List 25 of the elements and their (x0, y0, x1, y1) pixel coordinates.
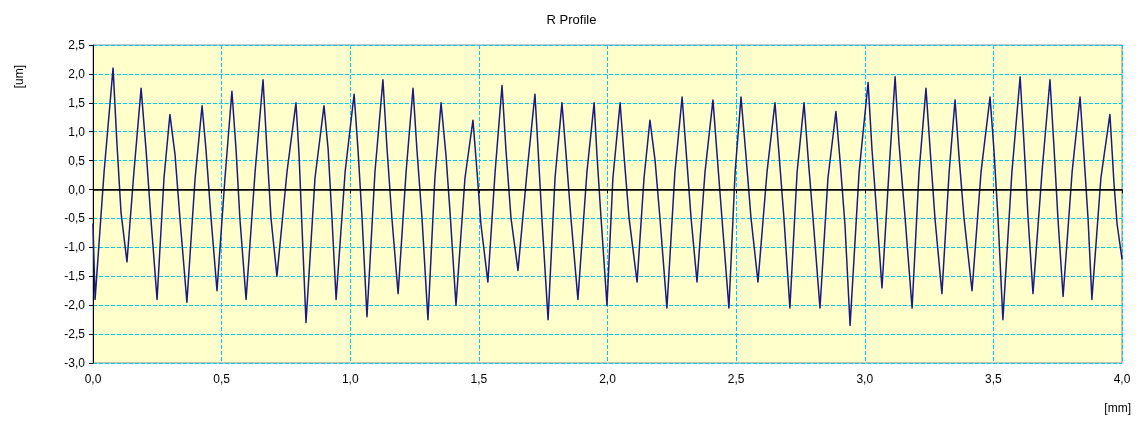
y-tick-label: 0,0 (68, 182, 86, 197)
y-tick-label: 1,0 (68, 124, 86, 139)
y-tick-label: -2,5 (64, 327, 86, 342)
y-tick-label: -1,5 (64, 269, 86, 284)
x-tick-label: 1,0 (341, 372, 359, 386)
x-tick-label: 3,0 (856, 372, 874, 386)
x-tick-label: 0,5 (213, 372, 231, 386)
x-tick-label: 4,0 (1113, 372, 1131, 386)
x-tick-label: 3,5 (985, 372, 1003, 386)
y-tick-label: -0,5 (64, 211, 86, 226)
y-tick-label: -1,0 (64, 240, 86, 255)
y-axis-title: [um] (12, 64, 26, 89)
x-axis-title: [mm] (1104, 401, 1132, 415)
y-tick-label: 1,5 (68, 95, 86, 110)
y-tick-label: 2,0 (68, 66, 86, 81)
x-tick-label: 2,5 (727, 372, 745, 386)
x-tick-label: 1,5 (470, 372, 488, 386)
y-tick-label: -3,0 (64, 356, 86, 370)
y-tick-label: 2,5 (68, 38, 86, 52)
line-series (92, 67, 1123, 327)
y-tick-label: -2,0 (64, 298, 86, 313)
chart-title: R Profile (546, 12, 597, 27)
y-tick-label: 0,5 (68, 153, 86, 168)
x-tick-label: 2,0 (599, 372, 617, 386)
x-tick-label: 0,0 (84, 372, 102, 386)
